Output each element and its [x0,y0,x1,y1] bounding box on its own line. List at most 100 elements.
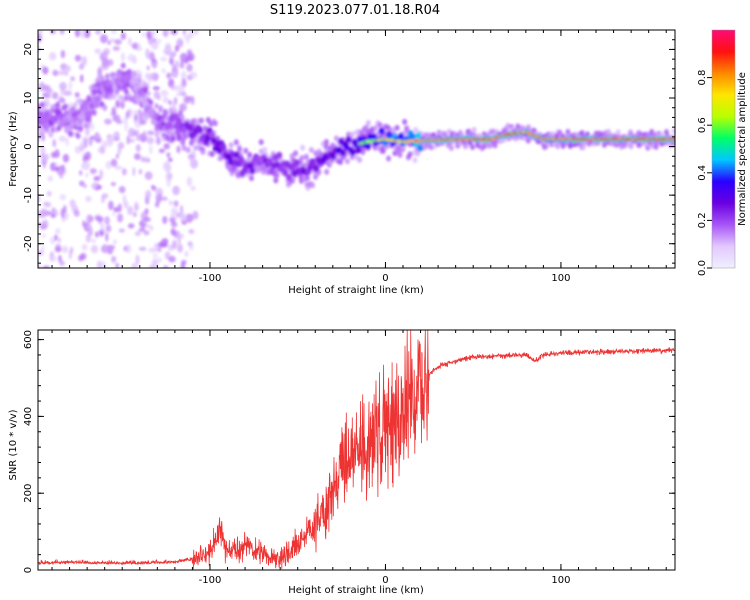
spectrogram-halo [78,98,84,105]
spectrogram-speckle [55,243,62,252]
spectrogram-speckle [70,76,76,82]
spectrogram-speckle [172,185,180,196]
spectrogram-halo [39,101,45,108]
spectrogram-speckle [63,64,72,73]
spectrogram-speckle [133,129,140,136]
spectrogram-speckle [97,184,102,190]
spectrogram-halo [323,139,329,146]
spectrogram-speckle [81,243,88,251]
spectrogram-halo [344,158,350,165]
spectrogram-speckle [161,238,169,244]
spectrogram-halo [75,132,81,139]
spectrogram-speckle [74,54,82,62]
spectrogram-core [312,165,319,173]
spectrogram-core [345,136,352,144]
spectrogram-halo [181,145,187,152]
spectrogram-speckle [84,126,90,136]
snr-series-line [38,330,675,570]
spectrogram-core [166,122,173,130]
spectrogram-halo [663,129,669,136]
spectrogram-speckle [184,250,189,258]
spectrogram-halo [96,75,102,82]
spectrogram-speckle [127,223,135,229]
spectrogram-speckle [41,153,50,161]
spectrogram-speckle [42,233,46,238]
spectrogram-speckle [68,80,73,91]
spectrogram-speckle [74,92,80,98]
spectrogram-speckle [146,30,151,41]
spectrogram-halo [585,131,591,138]
spectrogram-speckle [114,39,122,45]
spectrogram-speckle [117,203,122,212]
spectrogram-speckle [38,263,41,268]
spectrogram-speckle [54,166,60,171]
spectrogram-speckle [125,244,132,254]
spectrogram-halo [136,73,142,80]
spectrogram-speckle [157,241,164,248]
spectrogram-halo [373,125,379,132]
spectrogram-halo [415,150,421,157]
spectrogram-speckle [132,55,137,65]
spectrogram-speckle [168,255,176,263]
spectrogram-speckle [95,30,101,35]
spectrogram-frame [37,29,676,269]
spectrogram-speckle [180,262,186,268]
spectrogram-speckle [85,196,93,202]
spectrogram-speckle [164,42,172,52]
spectrogram-y-tick-label: 10 [23,92,34,105]
snr-y-label: SNR (10 * v/v) [8,409,19,480]
spectrogram-speckle [110,245,116,250]
spectrogram-speckle [47,175,54,182]
spectrogram-halo [470,144,476,151]
spectrogram-halo [392,150,398,157]
snr-marks [38,330,675,570]
spectrogram-speckle [161,68,166,74]
spectrogram-halo [212,120,218,127]
spectrogram-halo [48,131,54,138]
spectrogram-halo [148,99,154,106]
spectrogram-core [137,88,144,96]
spectrogram-speckle [171,239,177,250]
spectrogram-speckle [79,170,83,176]
spectrogram-speckle [58,70,66,76]
spectrogram-speckle [155,136,161,145]
colorbar-tick-label: 0.4 [697,165,708,181]
spectrogram-core [353,141,360,149]
spectrogram-speckle [186,56,194,61]
spectrogram-speckle [109,38,116,43]
spectrogram-speckle [112,46,120,51]
snr-x-ticks: -100 0 100 [51,330,667,586]
spectrogram-speckle [38,33,43,43]
spectrogram-halo [397,152,403,159]
spectrogram-speckle [112,239,117,245]
colorbar-ticks: 0.0 0.2 0.4 0.6 0.8 [697,70,712,276]
spectrogram-halo [349,131,355,138]
spectrogram-halo [628,143,634,150]
spectrogram-speckle [41,219,49,229]
snr-x-label: Height of straight line (km) [288,585,424,596]
spectrogram-halo [154,131,160,138]
spectrogram-speckle [79,74,84,83]
spectrogram-halo [262,146,268,153]
spectrogram-speckle [51,91,59,100]
spectrogram-halo [560,142,566,149]
spectrogram-speckle [62,204,67,214]
spectrogram-speckle [157,257,162,263]
spectrogram-core [81,102,88,110]
spectrogram-speckle [146,65,150,71]
spectrogram-halo [198,117,204,124]
spectrogram-halo [402,118,408,125]
spectrogram-halo [111,93,117,100]
spectrogram-speckle [57,237,62,243]
snr-y-ticks: 0 200 400 600 [23,330,675,573]
spectrogram-halo [337,158,343,165]
spectrogram-speckle [86,214,93,224]
spectrogram-speckle [146,130,155,136]
spectrogram-halo [158,105,164,112]
spectrogram-speckle [89,168,97,174]
spectrogram-halo [394,124,400,131]
spectrogram-speckle [65,137,69,147]
spectrogram-speckle [180,71,187,81]
spectrogram-halo [380,148,386,155]
